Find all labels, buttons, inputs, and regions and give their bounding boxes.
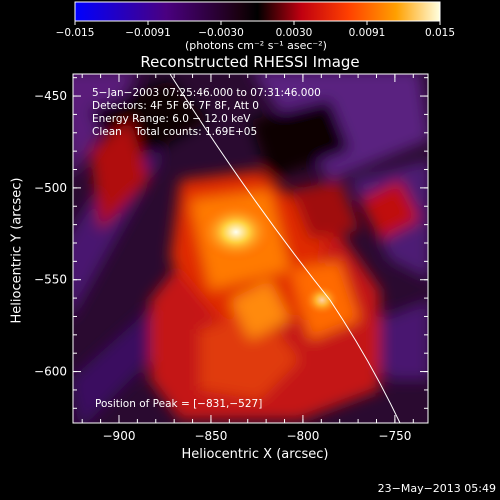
info-energy-range: Energy Range: 6.0 − 12.0 keV	[92, 113, 251, 125]
y-axis-label: Heliocentric Y (arcsec)	[9, 177, 25, 324]
colorbar-ticks: −0.015 −0.0091 −0.0030 0.0030 0.0091 0.015	[56, 21, 455, 39]
solar-limb-curve	[169, 74, 401, 423]
info-detectors: Detectors: 4F 5F 6F 7F 8F, Att 0	[92, 100, 259, 112]
plot-title: Reconstructed RHESSI Image	[140, 53, 360, 71]
x-tick-label: −800	[286, 429, 319, 443]
peak-position-label: Position of Peak = [−831,−527]	[95, 398, 263, 410]
info-clean-counts: Clean Total counts: 1.69E+05	[92, 126, 258, 138]
y-tick-label: −550	[34, 273, 67, 287]
colorbar-tick-label: 0.0091	[349, 27, 386, 39]
colorbar-tick-label: −0.0030	[198, 27, 244, 39]
x-axis-ticks: −900 −850 −800 −750	[81, 74, 414, 443]
footer-timestamp: 23−May−2013 05:49	[377, 482, 496, 495]
info-time-range: 5−Jan−2003 07:25:46.000 to 07:31:46.000	[92, 87, 321, 99]
x-tick-label: −750	[378, 429, 411, 443]
colorbar-units-label: (photons cm⁻² s⁻¹ asec⁻²)	[185, 39, 327, 52]
x-axis-label: Heliocentric X (arcsec)	[181, 447, 329, 462]
y-tick-label: −450	[34, 89, 67, 103]
colorbar-tick-label: 0.015	[425, 27, 455, 39]
colorbar-tick-label: −0.015	[56, 27, 95, 39]
colorbar: −0.015 −0.0091 −0.0030 0.0030 0.0091 0.015	[56, 1, 455, 39]
y-tick-label: −600	[34, 365, 67, 379]
colorbar-tick-label: 0.0030	[276, 27, 313, 39]
colorbar-tick-label: −0.0091	[125, 27, 171, 39]
x-tick-label: −900	[103, 429, 136, 443]
x-tick-label: −850	[194, 429, 227, 443]
y-axis-ticks: −450 −500 −550 −600	[34, 77, 428, 409]
image-area	[73, 74, 428, 423]
y-tick-label: −500	[34, 181, 67, 195]
plot-frame	[72, 73, 429, 424]
colorbar-gradient	[74, 1, 441, 22]
